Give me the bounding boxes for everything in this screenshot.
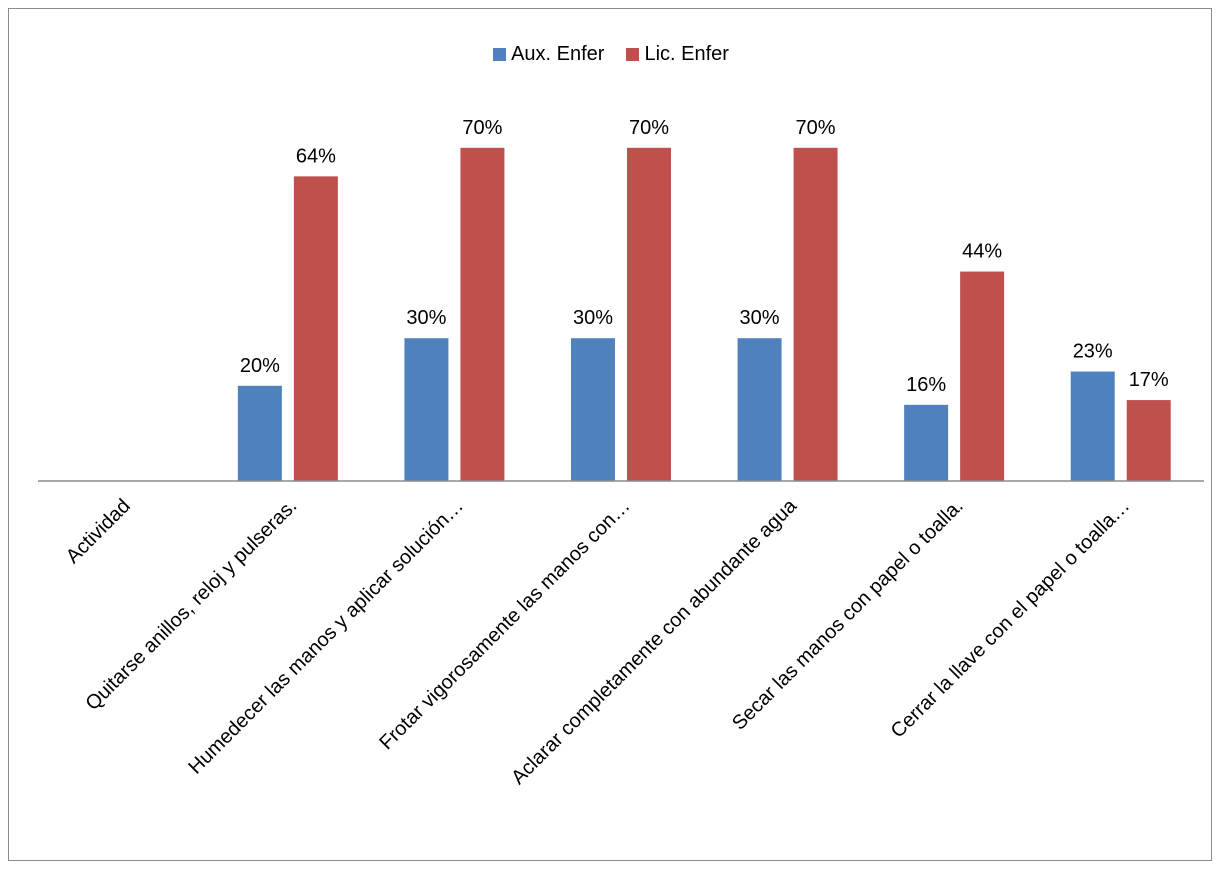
bar-aux-enfer-1 [237,385,282,481]
bar-aux-enfer-2 [404,338,449,481]
legend-swatch-lic-enfer [626,47,640,61]
data-label-aux-enfer-5: 16% [906,374,946,396]
data-label-lic-enfer-4: 70% [796,117,836,139]
data-label-aux-enfer-3: 30% [573,307,613,329]
x-tick-label-4: Aclarar completamente con abundante agua [507,494,801,788]
bar-lic-enfer-1 [293,176,338,482]
data-label-aux-enfer-2: 30% [406,307,446,329]
bar-aux-enfer-4 [737,338,782,481]
x-tick-label-0: Actividad [62,495,135,568]
data-label-lic-enfer-2: 70% [462,117,502,139]
legend-item-lic-enfer: Lic. Enfer [626,42,729,66]
data-label-aux-enfer-6: 23% [1073,341,1113,363]
data-label-aux-enfer-4: 30% [740,307,780,329]
data-label-lic-enfer-5: 44% [962,241,1002,263]
data-label-lic-enfer-6: 17% [1129,369,1169,391]
data-label-aux-enfer-1: 20% [240,355,280,377]
bar-aux-enfer-5 [904,404,949,481]
data-label-lic-enfer-3: 70% [629,117,669,139]
legend-item-aux-enfer: Aux. Enfer [493,43,604,66]
bar-lic-enfer-5 [960,271,1005,481]
bar-aux-enfer-6 [1070,371,1115,481]
chart-area: Aux. Enfer Lic. Enfer Actividad 20% 64% Qui… [8,8,1212,861]
bar-lic-enfer-2 [460,147,505,482]
x-tick-label-2: Humedecer las manos y aplicar solución… [184,495,468,779]
legend-swatch-aux-enfer [493,47,507,61]
data-label-lic-enfer-1: 64% [296,145,336,167]
legend: Aux. Enfer Lic. Enfer [9,39,1213,69]
bar-lic-enfer-4 [793,147,838,482]
bar-lic-enfer-6 [1126,400,1171,481]
bar-aux-enfer-3 [571,338,615,481]
legend-label-lic-enfer: Lic. Enfer [644,42,729,65]
legend-label-aux-enfer: Aux. Enfer [511,42,605,65]
bar-lic-enfer-3 [627,147,671,482]
